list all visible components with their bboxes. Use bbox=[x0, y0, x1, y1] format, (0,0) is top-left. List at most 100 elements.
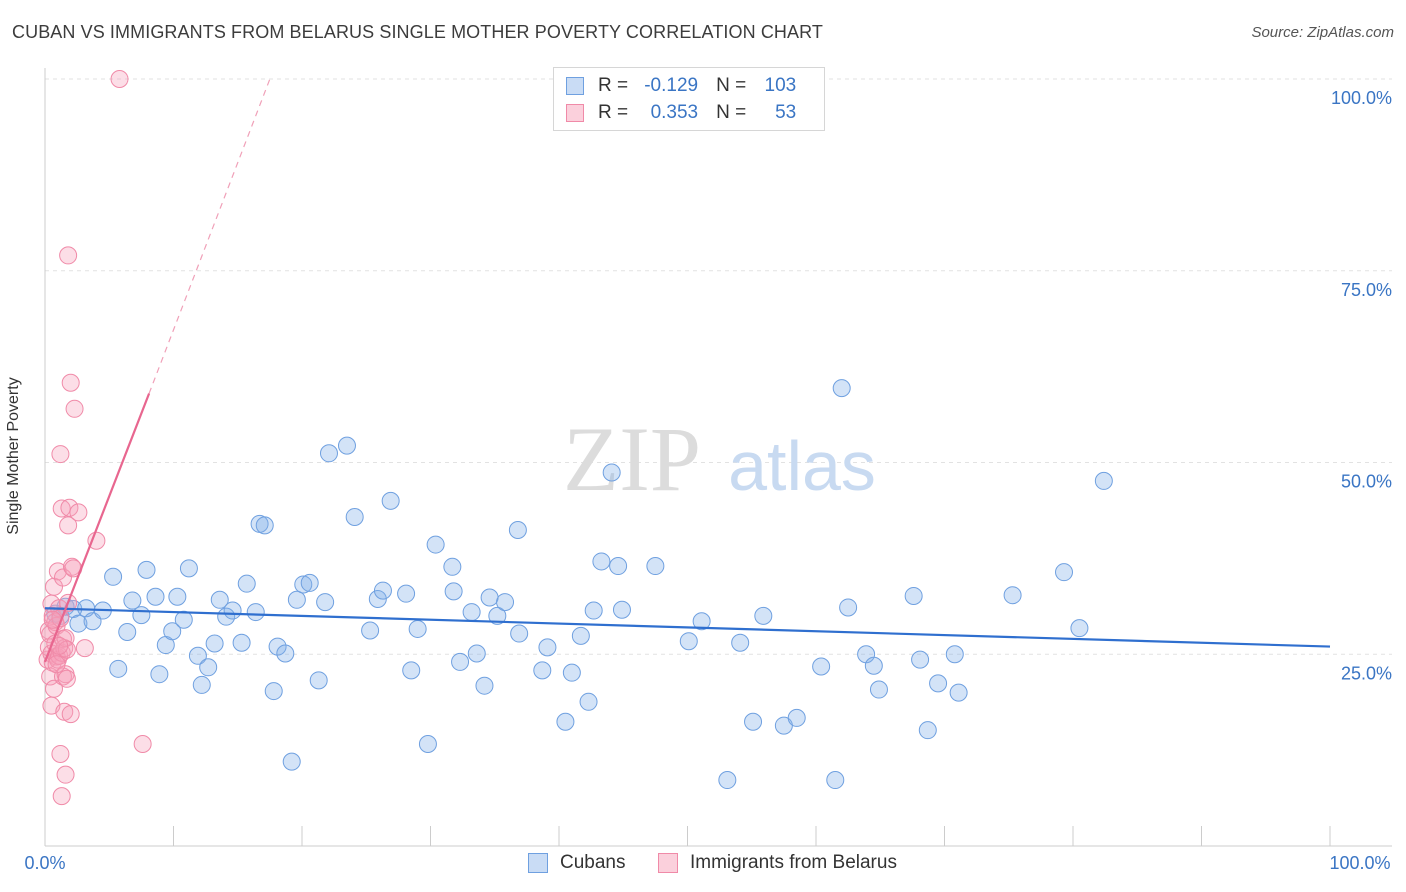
cubans-point[interactable] bbox=[826, 771, 845, 790]
cubans-point[interactable] bbox=[718, 771, 737, 790]
cubans-point[interactable] bbox=[508, 520, 527, 539]
cubans-point[interactable] bbox=[368, 590, 387, 609]
cubans-point[interactable] bbox=[300, 573, 319, 592]
cubans-point[interactable] bbox=[137, 560, 156, 579]
cubans-point[interactable] bbox=[562, 663, 581, 682]
belarus-point[interactable] bbox=[60, 498, 79, 517]
belarus-point[interactable] bbox=[44, 577, 63, 596]
cubans-point[interactable] bbox=[132, 606, 151, 625]
belarus-point[interactable] bbox=[52, 643, 71, 662]
cubans-point[interactable] bbox=[949, 683, 968, 702]
cubans-point[interactable] bbox=[287, 590, 306, 609]
cubans-point[interactable] bbox=[602, 463, 621, 482]
cubans-point[interactable] bbox=[488, 606, 507, 625]
cubans-point[interactable] bbox=[609, 557, 628, 576]
cubans-point[interactable] bbox=[612, 600, 631, 619]
cubans-point[interactable] bbox=[150, 665, 169, 684]
cubans-point[interactable] bbox=[556, 712, 575, 731]
cubans-point[interactable] bbox=[584, 601, 603, 620]
cubans-point[interactable] bbox=[1003, 586, 1022, 605]
cubans-point[interactable] bbox=[205, 634, 224, 653]
cubans-point[interactable] bbox=[812, 657, 831, 676]
cubans-point[interactable] bbox=[397, 584, 416, 603]
cubans-point[interactable] bbox=[451, 652, 470, 671]
cubans-point[interactable] bbox=[199, 658, 218, 677]
cubans-point[interactable] bbox=[361, 621, 380, 640]
cubans-point[interactable] bbox=[929, 674, 948, 693]
cubans-point[interactable] bbox=[210, 590, 229, 609]
belarus-point[interactable] bbox=[133, 734, 152, 753]
cubans-point[interactable] bbox=[282, 752, 301, 771]
cubans-point[interactable] bbox=[592, 552, 611, 571]
cubans-point[interactable] bbox=[345, 507, 364, 526]
belarus-point[interactable] bbox=[47, 655, 66, 674]
cubans-point[interactable] bbox=[462, 603, 481, 622]
belarus-point[interactable] bbox=[69, 503, 88, 522]
cubans-point[interactable] bbox=[444, 582, 463, 601]
belarus-point[interactable] bbox=[57, 669, 76, 688]
cubans-point[interactable] bbox=[268, 637, 287, 656]
cubans-point[interactable] bbox=[679, 632, 698, 651]
cubans-point[interactable] bbox=[869, 680, 888, 699]
belarus-point[interactable] bbox=[56, 765, 75, 784]
cubans-point[interactable] bbox=[118, 623, 137, 642]
cubans-point[interactable] bbox=[174, 610, 193, 629]
cubans-point[interactable] bbox=[255, 516, 274, 535]
cubans-point[interactable] bbox=[373, 581, 392, 600]
cubans-point[interactable] bbox=[237, 574, 256, 593]
cubans-point[interactable] bbox=[309, 671, 328, 690]
cubans-point[interactable] bbox=[731, 633, 750, 652]
cubans-point[interactable] bbox=[510, 624, 529, 643]
cubans-point[interactable] bbox=[316, 593, 335, 612]
cubans-point[interactable] bbox=[337, 436, 356, 455]
belarus-point[interactable] bbox=[59, 516, 78, 535]
cubans-point[interactable] bbox=[1070, 619, 1089, 638]
belarus-point[interactable] bbox=[61, 705, 80, 724]
cubans-point[interactable] bbox=[480, 588, 499, 607]
cubans-point[interactable] bbox=[408, 619, 427, 638]
cubans-point[interactable] bbox=[276, 644, 295, 663]
cubans-point[interactable] bbox=[163, 622, 182, 641]
cubans-point[interactable] bbox=[232, 633, 251, 652]
cubans-point[interactable] bbox=[496, 593, 515, 612]
cubans-point[interactable] bbox=[864, 656, 883, 675]
cubans-point[interactable] bbox=[692, 612, 711, 631]
cubans-point[interactable] bbox=[109, 659, 128, 678]
cubans-point[interactable] bbox=[533, 661, 552, 680]
belarus-point[interactable] bbox=[52, 787, 71, 806]
cubans-point[interactable] bbox=[538, 638, 557, 657]
cubans-point[interactable] bbox=[839, 598, 858, 617]
belarus-point[interactable] bbox=[75, 639, 94, 658]
cubans-point[interactable] bbox=[467, 644, 486, 663]
series-legend-cubans[interactable]: Cubans bbox=[528, 852, 626, 874]
cubans-point[interactable] bbox=[1094, 471, 1113, 490]
cubans-point[interactable] bbox=[179, 559, 198, 578]
cubans-point[interactable] bbox=[192, 675, 211, 694]
cubans-point[interactable] bbox=[832, 379, 851, 398]
belarus-point[interactable] bbox=[51, 744, 70, 763]
belarus-point[interactable] bbox=[44, 679, 63, 698]
cubans-point[interactable] bbox=[402, 661, 421, 680]
belarus-point[interactable] bbox=[65, 399, 84, 418]
cubans-point[interactable] bbox=[188, 646, 207, 665]
belarus-point[interactable] bbox=[59, 246, 78, 265]
cubans-point[interactable] bbox=[904, 586, 923, 605]
belarus-point[interactable] bbox=[110, 70, 129, 88]
cubans-point[interactable] bbox=[381, 491, 400, 510]
cubans-point[interactable] bbox=[146, 587, 165, 606]
belarus-point[interactable] bbox=[52, 499, 71, 518]
cubans-point[interactable] bbox=[945, 645, 964, 664]
belarus-point[interactable] bbox=[51, 445, 70, 464]
belarus-point[interactable] bbox=[56, 629, 75, 648]
cubans-point[interactable] bbox=[104, 567, 123, 586]
cubans-point[interactable] bbox=[918, 721, 937, 740]
cubans-point[interactable] bbox=[1055, 563, 1074, 582]
cubans-point[interactable] bbox=[294, 575, 313, 594]
cubans-point[interactable] bbox=[571, 626, 590, 645]
cubans-point[interactable] bbox=[443, 557, 462, 576]
cubans-point[interactable] bbox=[418, 734, 437, 753]
cubans-point[interactable] bbox=[264, 682, 283, 701]
cubans-point[interactable] bbox=[744, 712, 763, 731]
cubans-point[interactable] bbox=[754, 606, 773, 625]
cubans-point[interactable] bbox=[69, 614, 88, 633]
